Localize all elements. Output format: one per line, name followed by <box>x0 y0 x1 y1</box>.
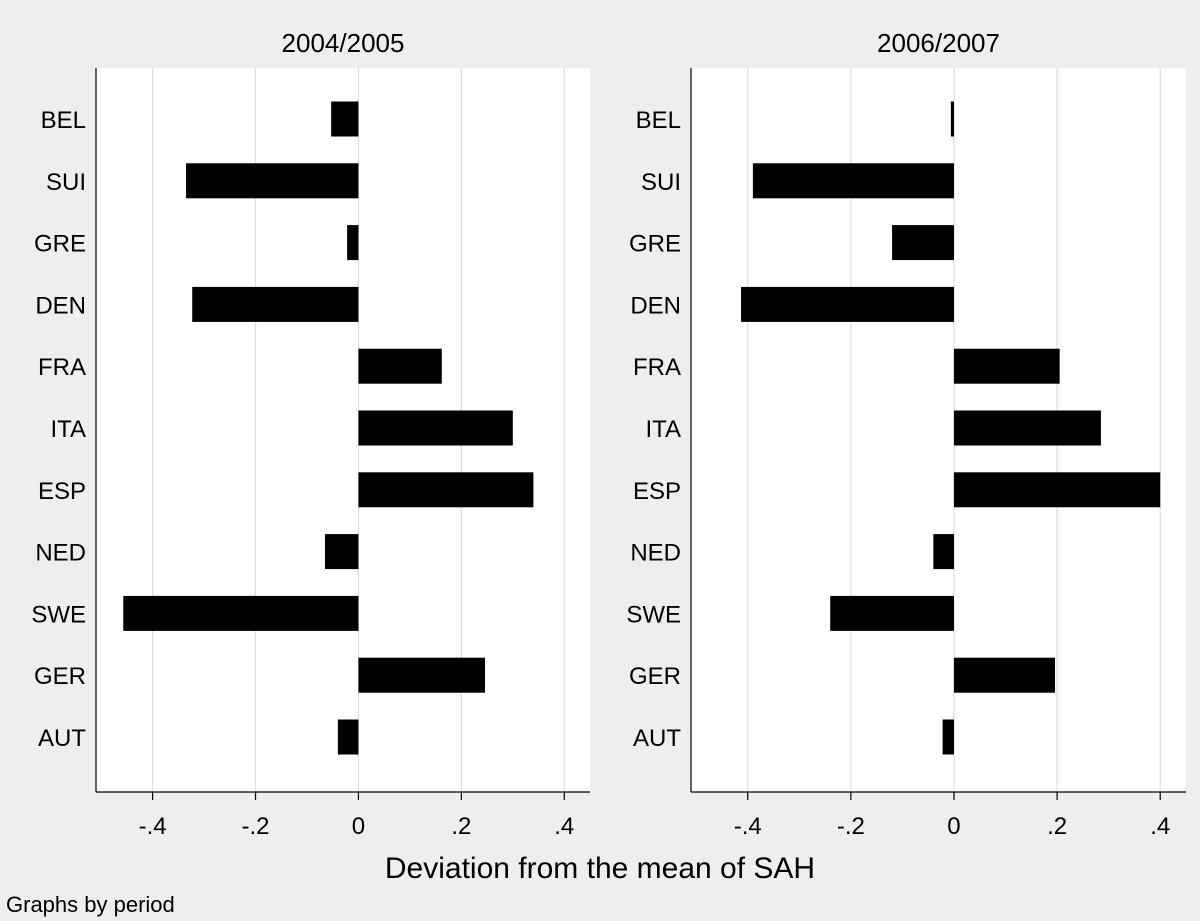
bar-gre <box>892 225 954 261</box>
x-tick-label: -.4 <box>139 813 167 840</box>
x-tick-label: .4 <box>554 813 574 840</box>
category-label: DEN <box>630 292 681 319</box>
bar-swe <box>123 595 359 631</box>
category-label: GRE <box>629 231 681 258</box>
bar-esp <box>953 472 1161 508</box>
bar-sui <box>186 163 359 199</box>
bar-fra <box>358 348 442 384</box>
category-label: SWE <box>31 601 86 628</box>
x-tick-label: 0 <box>947 813 960 840</box>
bar-ger <box>358 657 486 693</box>
bar-aut <box>337 719 359 755</box>
bar-esp <box>358 472 534 508</box>
category-label: GER <box>629 663 681 690</box>
x-tick-label: .2 <box>1047 813 1067 840</box>
bar-sui <box>752 163 954 199</box>
category-label: NED <box>630 540 681 567</box>
x-tick-label: .2 <box>451 813 471 840</box>
category-label: GRE <box>34 231 86 258</box>
category-label: ESP <box>633 478 681 505</box>
category-label: ITA <box>50 416 86 443</box>
panels: -.4 -.2 0 .2 .4 2004/2005 BEL SUI GRE DEN FRA ITA ES… <box>31 28 1186 840</box>
category-label: FRA <box>633 354 681 381</box>
category-label: GER <box>34 663 86 690</box>
category-label: BEL <box>41 107 86 134</box>
category-label: NED <box>35 540 86 567</box>
bar-ita <box>953 410 1101 446</box>
bar-ger <box>953 657 1056 693</box>
bar-fra <box>953 348 1060 384</box>
bar-ned <box>324 534 359 570</box>
category-label: DEN <box>35 292 86 319</box>
category-label: SUI <box>46 169 86 196</box>
x-tick-label: -.2 <box>242 813 270 840</box>
bar-ned <box>933 534 954 570</box>
x-tick-label: .4 <box>1150 813 1170 840</box>
bar-swe <box>830 595 954 631</box>
bar-bel <box>950 101 954 137</box>
bar-bel <box>331 101 359 137</box>
panel-2: -.4 -.2 0 .2 .4 2006/2007 BEL SUI GRE DEN FRA ITA ES… <box>626 28 1186 840</box>
x-tick-label: -.4 <box>734 813 762 840</box>
category-label: AUT <box>38 725 86 752</box>
category-label: SWE <box>626 601 681 628</box>
category-label: AUT <box>633 725 681 752</box>
x-tick-label: 0 <box>352 813 365 840</box>
x-tick-label: -.2 <box>837 813 865 840</box>
category-label: BEL <box>636 107 681 134</box>
graphs-by-note: Graphs by period <box>6 892 175 917</box>
panel-title: 2006/2007 <box>877 28 1000 58</box>
x-axis-title: Deviation from the mean of SAH <box>385 852 815 885</box>
category-label: SUI <box>641 169 681 196</box>
bar-aut <box>942 719 954 755</box>
bar-gre <box>347 225 359 261</box>
bar-den <box>741 286 954 322</box>
bar-ita <box>358 410 513 446</box>
panel-title: 2004/2005 <box>282 28 405 58</box>
category-label: ESP <box>38 478 86 505</box>
category-label: ITA <box>645 416 681 443</box>
bar-den <box>192 286 359 322</box>
category-label: FRA <box>38 354 86 381</box>
panel-1: -.4 -.2 0 .2 .4 2004/2005 BEL SUI GRE DEN FRA ITA ES… <box>31 28 590 840</box>
